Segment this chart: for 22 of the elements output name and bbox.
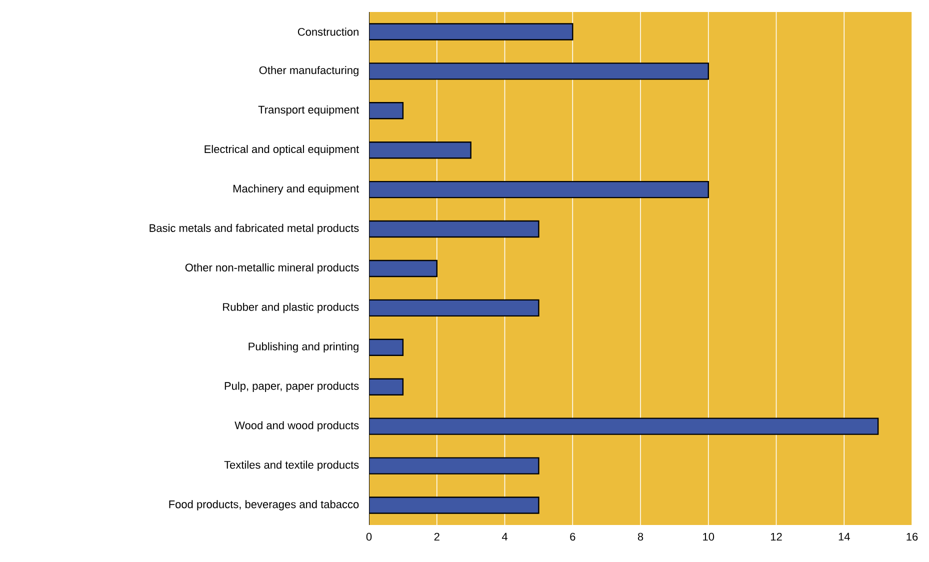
y-tick-label: Textiles and textile products <box>224 460 359 471</box>
y-tick-label: Rubber and plastic products <box>223 302 359 314</box>
y-tick-label: Other non-metallic mineral products <box>185 263 359 274</box>
x-tick-label: 16 <box>906 532 918 541</box>
y-tick-label: Construction <box>298 28 358 36</box>
x-tick-label: 6 <box>570 532 576 541</box>
y-tick-label: Food products, beverages and tabacco <box>169 500 359 510</box>
x-tick-label: 4 <box>502 532 508 540</box>
x-tick-label: 10 <box>703 532 714 541</box>
y-tick-label: Basic metals and fabricated metal products <box>150 224 359 234</box>
y-tick-label: Machinery and equipment <box>233 184 360 195</box>
x-tick-label: 0 <box>366 532 372 541</box>
y-tick-label: Publishing and printing <box>248 342 358 353</box>
y-tick-label: Pulp, paper, paper products <box>224 382 359 392</box>
y-tick-label: Other manufacturing <box>259 66 358 76</box>
y-tick-label: Electrical and optical equipment <box>204 144 360 156</box>
x-tick-label: 2 <box>434 532 440 541</box>
y-tick-label: Transport equipment <box>258 106 360 116</box>
x-tick-label: 8 <box>638 532 644 541</box>
y-tick-label: Wood and wood products <box>234 421 359 432</box>
x-tick-label: 14 <box>838 532 850 540</box>
x-tick-label: 12 <box>770 532 782 541</box>
